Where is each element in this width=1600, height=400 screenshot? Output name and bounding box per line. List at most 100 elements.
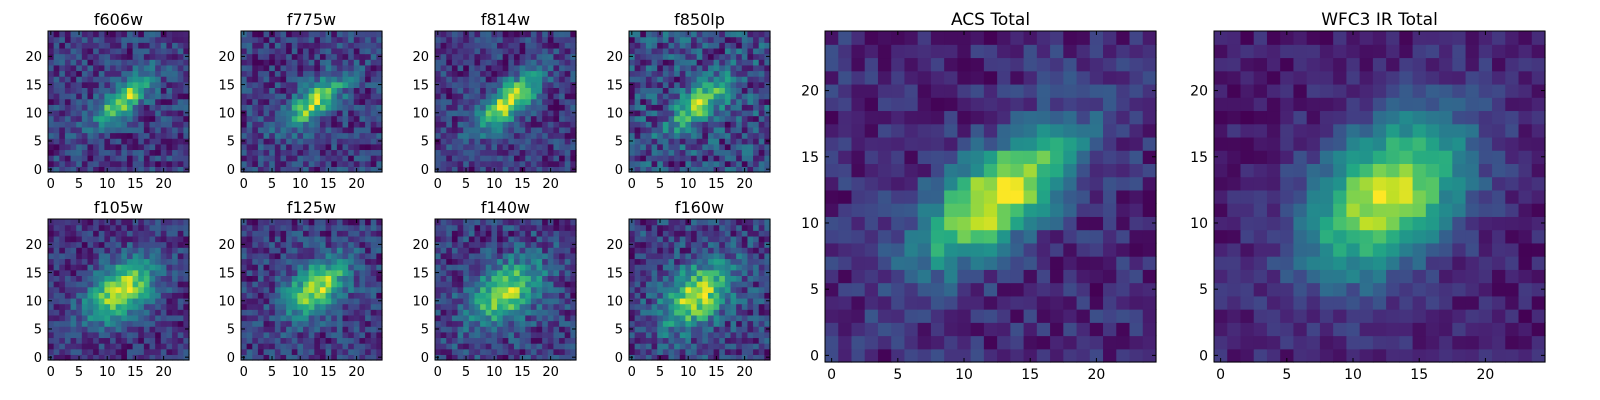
heatmap-cell xyxy=(640,303,647,310)
heatmap-cell xyxy=(542,160,549,167)
heatmap-cell xyxy=(553,76,560,83)
heatmap-cell xyxy=(314,269,321,276)
x-tick-label: 20 xyxy=(542,177,559,192)
heatmap-cell xyxy=(502,320,509,327)
heatmap-cell xyxy=(269,292,276,299)
heatmap-cell xyxy=(325,93,332,100)
heatmap-cell xyxy=(674,87,681,94)
heatmap-cell xyxy=(519,269,526,276)
heatmap-cell xyxy=(685,331,692,339)
heatmap-cell xyxy=(286,53,293,60)
heatmap-cell xyxy=(691,320,698,327)
heatmap-cell xyxy=(348,286,355,293)
heatmap-cell xyxy=(758,281,765,288)
heatmap-cell xyxy=(629,343,636,350)
heatmap-cell xyxy=(172,59,179,66)
heatmap-cell xyxy=(468,337,476,344)
heatmap-cell xyxy=(474,160,481,167)
x-tick-label: 0 xyxy=(47,177,55,192)
heatmap-cell xyxy=(104,42,111,49)
heatmap-cell xyxy=(291,115,298,122)
heatmap-cell xyxy=(126,166,134,173)
heatmap-cell xyxy=(707,126,715,134)
heatmap-cell xyxy=(730,354,737,361)
heatmap-cell xyxy=(115,98,122,105)
heatmap-cell xyxy=(104,281,111,288)
heatmap-cell xyxy=(303,235,310,243)
heatmap-cell xyxy=(348,281,355,288)
heatmap-cell xyxy=(691,286,698,293)
heatmap-cell xyxy=(536,149,543,156)
heatmap-cell xyxy=(269,275,276,282)
heatmap-cell xyxy=(177,348,184,355)
heatmap-cell xyxy=(110,348,117,355)
heatmap-cell xyxy=(508,155,515,162)
heatmap-cell xyxy=(747,326,754,333)
heatmap-cell xyxy=(183,258,190,265)
heatmap-cell xyxy=(160,230,168,237)
y-tick-label: 5 xyxy=(615,135,623,150)
heatmap-cell xyxy=(59,337,66,344)
heatmap-cell xyxy=(348,166,355,173)
heatmap-cell xyxy=(286,235,293,243)
heatmap-cell xyxy=(758,81,765,88)
heatmap-cell xyxy=(764,126,771,134)
heatmap-cell xyxy=(336,230,344,237)
heatmap-cell xyxy=(155,160,162,167)
heatmap-cell xyxy=(286,160,293,167)
heatmap-cell xyxy=(730,81,737,88)
heatmap-cell xyxy=(115,36,122,43)
x-tick-label: 10 xyxy=(292,365,309,380)
heatmap-cell xyxy=(502,309,509,316)
heatmap-cell xyxy=(93,104,100,111)
heatmap-cell xyxy=(149,53,156,60)
heatmap-cell xyxy=(121,303,128,310)
heatmap-cell xyxy=(110,252,117,260)
heatmap-cell xyxy=(564,230,571,237)
heatmap-cell xyxy=(435,121,442,128)
heatmap-cell xyxy=(252,326,259,333)
heatmap-cell xyxy=(446,320,453,327)
heatmap-cell xyxy=(269,42,276,49)
heatmap-cell xyxy=(291,143,298,151)
heatmap-cell xyxy=(59,286,66,293)
heatmap-cell xyxy=(508,115,515,122)
heatmap-cell xyxy=(252,337,259,344)
heatmap-cell xyxy=(753,126,760,134)
heatmap-cell xyxy=(457,264,464,271)
heatmap-cell xyxy=(183,160,190,167)
heatmap-cell xyxy=(76,269,83,276)
heatmap-cell xyxy=(155,138,162,145)
heatmap-cell xyxy=(53,132,60,139)
heatmap-cell xyxy=(70,160,77,167)
heatmap-cell xyxy=(348,326,355,333)
heatmap-cell xyxy=(530,70,538,77)
heatmap-cell xyxy=(183,115,190,122)
heatmap-cell xyxy=(640,143,647,151)
heatmap-cell xyxy=(76,81,83,88)
heatmap-cell xyxy=(435,264,442,271)
heatmap-cell xyxy=(696,36,703,43)
heatmap-cell xyxy=(274,149,282,156)
heatmap-cell xyxy=(376,264,383,271)
heatmap-cell xyxy=(115,354,122,361)
heatmap-cell xyxy=(376,31,383,38)
heatmap-cell xyxy=(480,252,487,260)
heatmap-cell xyxy=(674,47,681,55)
heatmap-cell xyxy=(668,292,675,299)
heatmap-cell xyxy=(166,224,173,231)
heatmap-cell xyxy=(508,303,515,310)
heatmap-cell xyxy=(457,47,464,55)
heatmap-cell xyxy=(764,286,771,293)
heatmap-cell xyxy=(257,326,265,333)
heatmap-cell xyxy=(166,326,173,333)
heatmap-cell xyxy=(115,224,122,231)
heatmap-cell xyxy=(115,292,122,299)
heatmap-cell xyxy=(657,155,664,162)
heatmap-cell xyxy=(662,326,670,333)
heatmap-cell xyxy=(359,109,366,117)
x-tick-label: 5 xyxy=(656,177,664,192)
heatmap-cell xyxy=(564,155,571,162)
heatmap-cell xyxy=(685,132,692,139)
heatmap-cell xyxy=(64,98,72,105)
